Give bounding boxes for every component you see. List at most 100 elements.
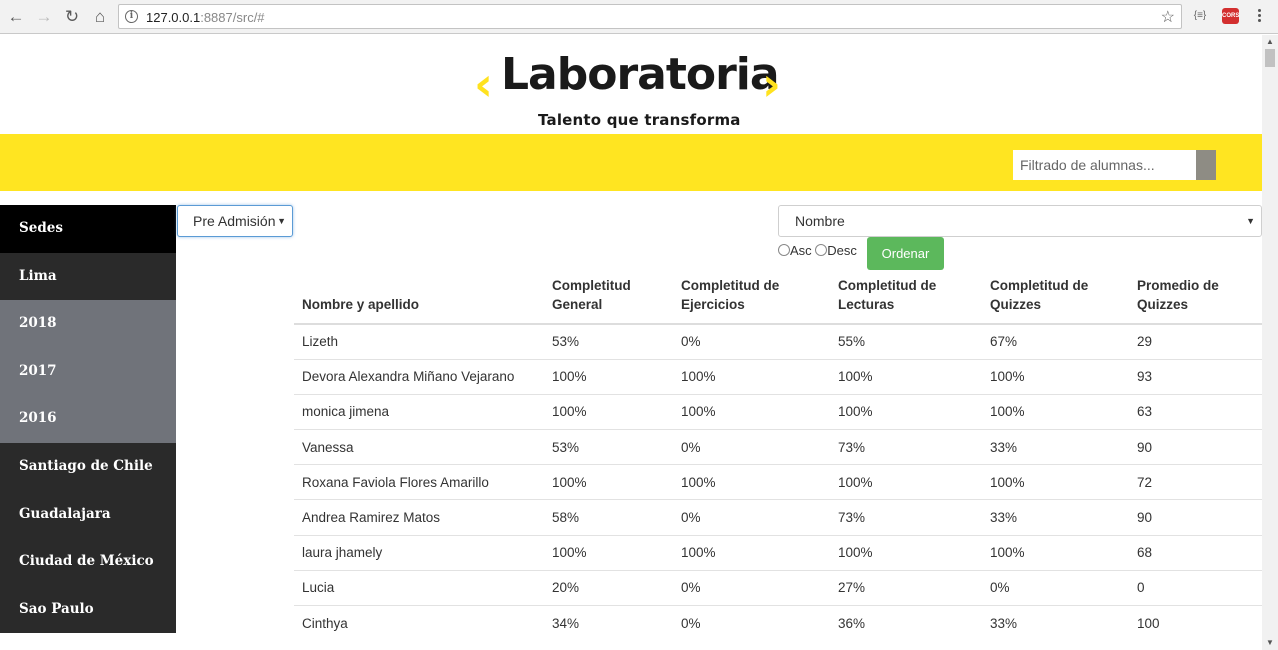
logo-brand: Laboratoria [501,49,780,100]
students-table: Nombre y apellido Completitud General Co… [294,275,1262,641]
menu-dots-icon[interactable] [1252,7,1266,27]
table-cell: 100% [673,534,830,571]
sidebar-item-2018[interactable]: 2018 [0,300,176,348]
column-header: Completitud General [544,275,673,325]
table-row: Vanessa 53% 0% 73% 33% 90 [294,429,1262,465]
reload-icon[interactable]: ↻ [64,7,80,26]
table-row: Lucia 20% 0% 27% 0% 0 [294,569,1262,606]
filter-button[interactable] [1196,150,1216,180]
table-row: monica jimena 100% 100% 100% 100% 63 [294,393,1262,430]
table-cell: 100% [830,393,982,430]
dropdown-arrow-icon: ▼ [277,216,286,226]
student-name-cell: Vanessa [294,429,544,465]
table-row: Lizeth 53% 0% 55% 67% 29 [294,324,1262,359]
table-cell: 20% [544,569,673,606]
cohort-select-value: Pre Admisión [193,213,276,229]
table-cell: 93 [1129,358,1262,395]
asc-label: Asc [790,243,812,258]
table-cell: 73% [830,429,982,465]
desc-radio[interactable] [815,244,828,256]
table-cell: 100% [982,534,1129,571]
sidebar-item-sao-paulo[interactable]: Sao Paulo [0,585,176,634]
table-cell: 27% [830,569,982,606]
table-cell: 0 [1129,569,1262,606]
column-header: Nombre y apellido [294,275,544,325]
order-by-value: Nombre [795,213,845,229]
sidebar-item-santiago[interactable]: Santiago de Chile [0,442,176,491]
asc-radio[interactable] [778,244,790,256]
home-icon[interactable]: ⌂ [94,7,106,26]
table-cell: 90 [1129,429,1262,465]
page-scrollbar[interactable]: ▲ ▼ [1262,35,1278,650]
table-cell: 0% [673,429,830,465]
table-row: Roxana Faviola Flores Amarillo 100% 100% 10… [294,464,1262,500]
table-cell: 33% [982,429,1129,465]
table-cell: 100% [673,464,830,500]
table-cell: 90 [1129,499,1262,536]
table-cell: 53% [552,334,580,350]
url-text: 127.0.0.1:8887/src/# [146,10,265,25]
table-cell: 100% [982,464,1129,500]
site-info-icon[interactable]: i [125,10,138,23]
table-cell: 72 [1129,464,1262,500]
sort-direction: Asc Desc [778,243,857,261]
chevron-left-icon: ‹ [474,57,493,111]
table-cell: 33% [982,604,1129,641]
scrollbar-thumb[interactable] [1265,49,1275,67]
table-cell: 58% [544,499,673,536]
chevron-right-icon: › [762,57,781,111]
cohort-select[interactable]: Pre Admisión ▼ [177,205,293,237]
table-cell: 100% [544,464,673,500]
logo-tagline: Talento que transforma [538,111,741,129]
browser-toolbar: ← → ↻ ⌂ i 127.0.0.1:8887/src/# ☆ {≡} COR… [0,0,1278,34]
table-cell: 33% [982,499,1129,536]
student-name-cell: Lizeth [302,334,339,350]
student-name-cell: Devora Alexandra Miñano Vejarano [294,358,544,395]
table-cell: 100% [673,393,830,430]
sidebar-item-2016[interactable]: 2016 [0,395,176,443]
student-name-cell: Andrea Ramirez Matos [294,499,544,536]
table-cell: 100% [544,393,673,430]
json-extension-icon[interactable]: {≡} [1193,10,1207,21]
table-cell: 73% [830,499,982,536]
address-bar[interactable]: i 127.0.0.1:8887/src/# ☆ [118,4,1182,29]
table-row: Andrea Ramirez Matos 58% 0% 73% 33% 90 [294,499,1262,536]
table-cell: 0% [673,569,830,606]
table-cell: 100% [830,534,982,571]
scroll-up-icon[interactable]: ▲ [1266,37,1274,46]
sidebar-item-guadalajara[interactable]: Guadalajara [0,490,176,539]
scroll-down-icon[interactable]: ▼ [1266,638,1274,647]
table-cell: 100% [544,358,673,395]
table-cell: 0% [681,334,701,350]
sidebar-item-cdmx[interactable]: Ciudad de México [0,538,176,586]
table-cell: 0% [982,569,1129,606]
table-cell: 0% [673,499,830,536]
forward-arrow-icon[interactable]: → [35,7,53,26]
cors-extension-icon[interactable]: CORS [1222,8,1239,24]
column-header: Completitud de Lecturas [830,275,982,325]
bookmark-star-icon[interactable]: ☆ [1160,9,1175,26]
table-cell: 63 [1129,393,1262,430]
sidebar-item-lima[interactable]: Lima [0,252,176,301]
sort-button[interactable]: Ordenar [867,237,944,270]
student-name-cell: Lucia [294,569,544,606]
table-cell: 100% [830,464,982,500]
table-cell: 55% [838,334,866,350]
table-cell: 36% [830,604,982,641]
student-name-cell: Roxana Faviola Flores Amarillo [294,464,544,500]
dropdown-arrow-icon: ▼ [1246,216,1255,226]
table-row: laura jhamely 100% 100% 100% 100% 68 [294,534,1262,571]
column-header: Completitud de Ejercicios [673,275,830,325]
student-name-cell: laura jhamely [294,534,544,571]
table-cell: 53% [544,429,673,465]
student-filter-input[interactable] [1013,150,1197,180]
sidebar-item-sedes[interactable]: Sedes [0,205,176,253]
page-content: ‹ Laboratoria › Talento que transforma S… [0,35,1262,650]
laboratoria-logo: ‹ Laboratoria › Talento que transforma [474,49,786,129]
table-cell: 100% [830,358,982,395]
column-header: Completitud de Quizzes [982,275,1129,325]
order-by-select[interactable]: Nombre ▼ [778,205,1262,237]
sidebar-item-2017[interactable]: 2017 [0,347,176,396]
back-arrow-icon[interactable]: ← [7,7,25,26]
table-row: Devora Alexandra Miñano Vejarano 100% 100%… [294,358,1262,395]
